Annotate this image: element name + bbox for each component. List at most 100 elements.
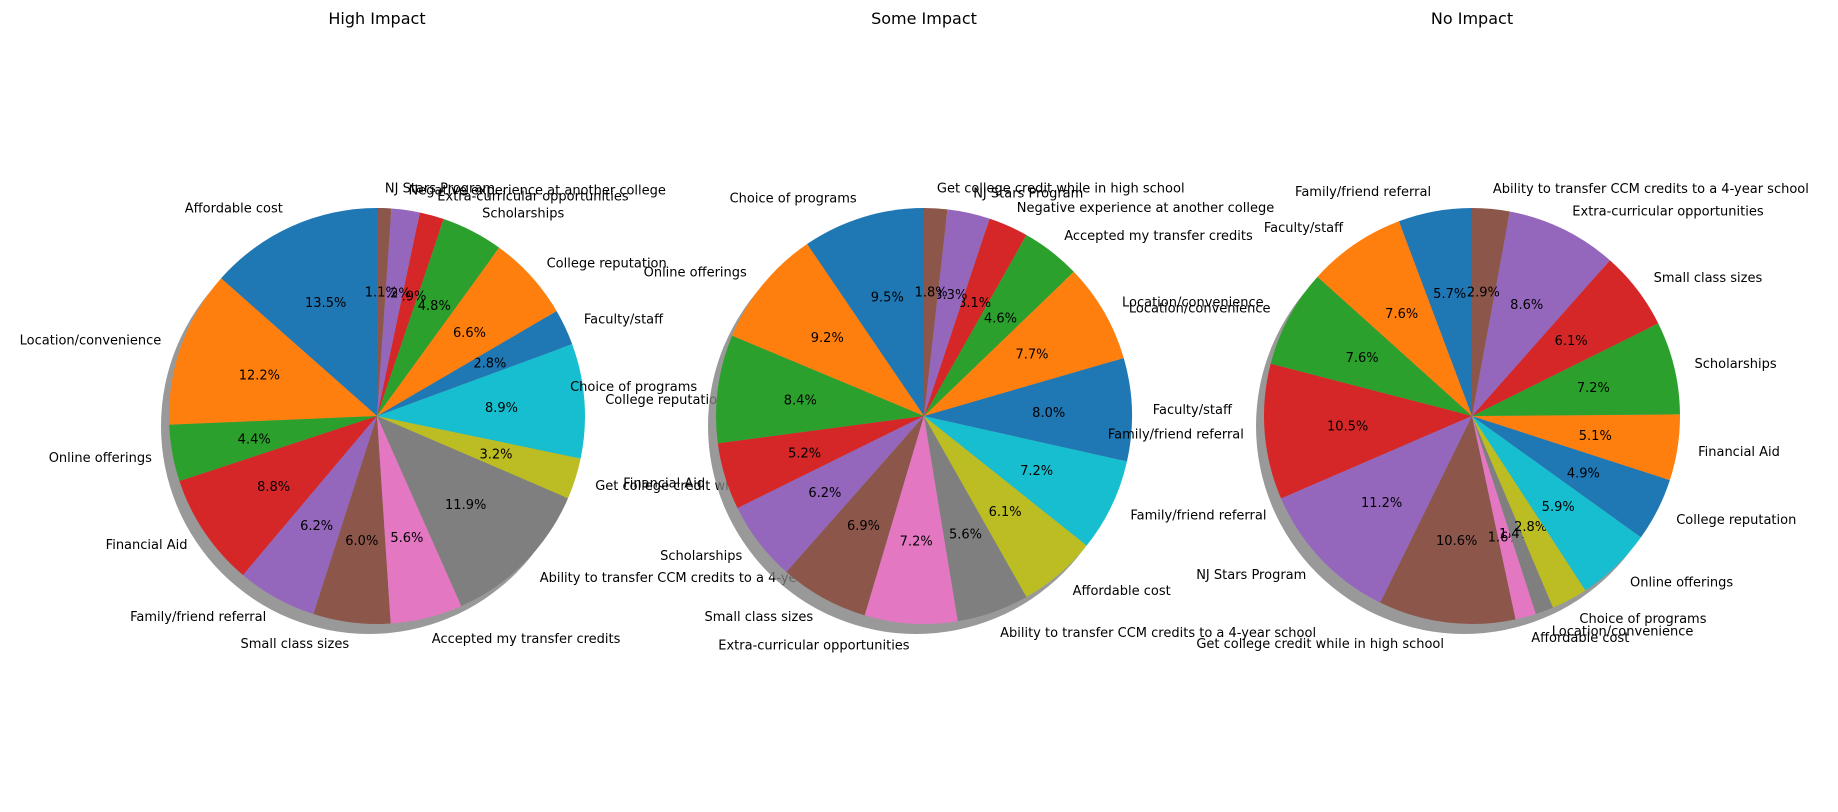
slice-category-label: Ability to transfer CCM credits to a 4-y… bbox=[1000, 626, 1316, 641]
pie-slice bbox=[1472, 416, 1641, 591]
pie-slice bbox=[924, 357, 1132, 462]
slice-percent-label: 8.8% bbox=[257, 480, 290, 495]
slice-percent-label: 9.5% bbox=[871, 291, 904, 306]
pie-slice bbox=[377, 416, 462, 624]
slice-category-label: Scholarships bbox=[1695, 357, 1777, 372]
pie-slice bbox=[1472, 416, 1536, 620]
slice-category-label: College reputation bbox=[1676, 513, 1796, 528]
slice-category-label: Extra-curricular opportunities bbox=[437, 189, 629, 204]
slice-percent-label: 3.1% bbox=[958, 296, 991, 311]
slice-category-label: Location/convenience bbox=[20, 334, 162, 349]
slice-percent-label: 11.9% bbox=[445, 498, 486, 513]
slice-category-label: College reputation bbox=[547, 256, 667, 271]
pie-chart-some-impact: Some Impact 9.5% Choice of programs 9.2% On… bbox=[570, 9, 1316, 653]
slice-percent-label: 11.2% bbox=[1361, 496, 1402, 511]
pie-slice bbox=[179, 416, 377, 576]
pie-slice bbox=[1472, 416, 1586, 608]
slice-percent-label: 4.4% bbox=[238, 432, 271, 447]
slice-category-label: Scholarships bbox=[482, 207, 564, 222]
slice-percent-label: 8.4% bbox=[784, 394, 817, 409]
pie-slice bbox=[717, 416, 924, 509]
pie-slice bbox=[737, 416, 924, 573]
slice-category-label: Online offerings bbox=[644, 265, 747, 280]
pie-slice bbox=[169, 416, 377, 482]
slice-category-label: Negative experience at another college bbox=[1017, 201, 1274, 216]
slice-category-label: NJ Stars Program bbox=[1196, 568, 1306, 583]
slice-percent-label: 8.6% bbox=[1510, 298, 1543, 313]
slice-percent-label: 5.2% bbox=[788, 446, 821, 461]
pie-slice bbox=[1472, 208, 1510, 416]
slice-category-label: Affordable cost bbox=[1531, 631, 1629, 646]
slice-category-label: Family/friend referral bbox=[1295, 185, 1431, 200]
pie-slice bbox=[377, 212, 444, 416]
pie-slice bbox=[924, 235, 1074, 416]
slice-category-label: Small class sizes bbox=[240, 637, 349, 652]
slice-percent-label: 5.1% bbox=[1579, 429, 1612, 444]
slice-percent-label: 2.8% bbox=[1514, 520, 1547, 535]
pie-slice bbox=[924, 416, 1027, 622]
pie-slice bbox=[377, 247, 557, 416]
slice-percent-label: 3.2% bbox=[479, 448, 512, 463]
pie-slice bbox=[924, 218, 1027, 416]
chart-title: No Impact bbox=[1431, 9, 1513, 28]
slice-percent-label: 7.7% bbox=[1015, 348, 1048, 363]
slice-category-label: Choice of programs bbox=[730, 191, 857, 206]
chart-title: High Impact bbox=[328, 9, 425, 28]
pie-slice bbox=[377, 344, 585, 459]
slice-category-label: Family/friend referral bbox=[1130, 509, 1266, 524]
slice-category-label: Extra-curricular opportunities bbox=[1572, 204, 1764, 219]
pie-slice bbox=[1380, 416, 1516, 624]
slice-percent-label: 6.9% bbox=[847, 519, 880, 534]
slice-percent-label: 6.2% bbox=[300, 519, 333, 534]
pie-slice bbox=[1472, 211, 1610, 416]
pie-slice bbox=[716, 335, 924, 444]
pie-slice bbox=[377, 208, 392, 416]
slice-percent-label: 2.2% bbox=[378, 286, 411, 301]
pie-slice bbox=[1281, 416, 1472, 603]
pie-slice bbox=[1472, 260, 1659, 416]
slice-category-label: NJ Stars Program bbox=[973, 187, 1083, 202]
slice-percent-label: 5.6% bbox=[949, 528, 982, 543]
pie-slice bbox=[924, 416, 1127, 546]
slice-category-label: Accepted my transfer credits bbox=[432, 632, 621, 647]
slice-percent-label: 8.0% bbox=[1032, 406, 1065, 421]
pie-slice bbox=[1472, 416, 1554, 614]
pie-slice bbox=[377, 311, 573, 416]
slice-category-label: Affordable cost bbox=[1073, 584, 1171, 599]
slice-category-label: Get college credit while in high school bbox=[937, 182, 1185, 197]
pie-slice bbox=[924, 271, 1124, 416]
pie-slice bbox=[313, 416, 391, 625]
slice-category-label: Ability to transfer CCM credits to a 4-y… bbox=[1493, 182, 1809, 197]
slice-category-label: NJ Stars Program bbox=[385, 181, 495, 196]
pie-slice bbox=[169, 278, 377, 425]
pie-slice bbox=[807, 208, 924, 416]
pie-slice bbox=[732, 243, 924, 416]
pie-slice bbox=[243, 416, 377, 615]
slice-category-label: Financial Aid bbox=[1698, 445, 1780, 460]
pie-slice bbox=[1264, 363, 1472, 499]
slice-percent-label: 4.6% bbox=[984, 311, 1017, 326]
pie-slice bbox=[1472, 416, 1670, 538]
pie-slice bbox=[1472, 414, 1680, 481]
pie-slice bbox=[864, 416, 958, 624]
slice-category-label: Family/friend referral bbox=[1108, 428, 1244, 443]
slice-percent-label: 6.2% bbox=[808, 486, 841, 501]
slice-percent-label: 7.2% bbox=[1020, 464, 1053, 479]
pie-slice bbox=[377, 416, 569, 607]
slice-percent-label: 7.6% bbox=[1385, 307, 1418, 322]
slice-percent-label: 12.2% bbox=[239, 368, 280, 383]
pie-slice bbox=[377, 208, 420, 416]
slice-category-label: Financial Aid bbox=[106, 538, 188, 553]
pie-chart-no-impact: No Impact 5.7% Family/friend referral 7.6%… bbox=[1108, 9, 1809, 652]
slice-category-label: Family/friend referral bbox=[130, 610, 266, 625]
slice-percent-label: 6.1% bbox=[989, 505, 1022, 520]
slice-percent-label: 10.6% bbox=[1436, 534, 1477, 549]
pie-slice bbox=[924, 209, 990, 416]
slice-percent-label: 5.9% bbox=[1542, 500, 1575, 515]
slice-percent-label: 8.9% bbox=[485, 401, 518, 416]
pie-slice bbox=[1270, 276, 1472, 416]
slice-category-label: Faculty/staff bbox=[1153, 403, 1233, 418]
slice-percent-label: 10.5% bbox=[1327, 420, 1368, 435]
slice-percent-label: 9.2% bbox=[811, 331, 844, 346]
